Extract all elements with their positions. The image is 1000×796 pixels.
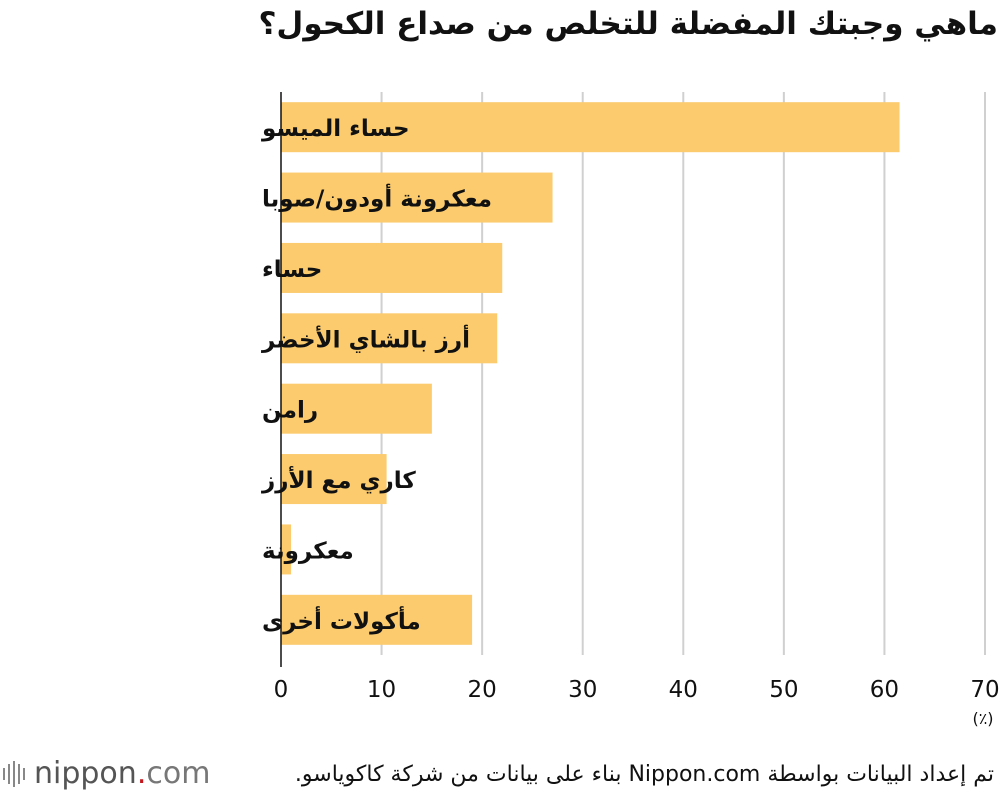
category-label-7: مأكولات أخرى	[262, 605, 421, 635]
logo-dot: .	[136, 756, 147, 791]
category-label-5: كاري مع الأرز	[261, 465, 416, 494]
bar-1	[281, 172, 553, 223]
category-label-2: حساء	[262, 257, 322, 283]
x-tick-label-40: 40	[669, 677, 698, 703]
x-tick-label-50: 50	[769, 677, 798, 703]
bar-7	[281, 594, 473, 645]
x-tick-label-60: 60	[870, 677, 899, 703]
unit-label: (٪)	[972, 709, 993, 728]
logo-name: nippon	[34, 756, 137, 791]
bar-2	[281, 242, 503, 293]
footer: nippon.com تم إعداد البيانات بواسطة Nipp…	[0, 752, 1000, 796]
x-tick-label-30: 30	[568, 677, 597, 703]
category-label-6: معكرونة	[262, 538, 354, 564]
nippon-logo[interactable]: nippon.com	[2, 756, 210, 791]
x-tick-label-10: 10	[367, 677, 396, 703]
chart-title: ماهي وجبتك المفضلة للتخلص من صداع الكحول…	[258, 6, 998, 42]
source-note: تم إعداد البيانات بواسطة Nippon.com بناء…	[294, 762, 994, 787]
x-tick-label-70: 70	[970, 677, 999, 703]
category-label-3: أرز بالشاي الأخضر	[261, 323, 470, 353]
category-label-0: حساء الميسو	[261, 116, 410, 142]
category-label-4: رامن	[262, 398, 318, 424]
bar-3	[281, 313, 498, 364]
bar-4	[281, 383, 432, 434]
logo-mark-icon	[3, 760, 25, 787]
logo-suffix: com	[146, 756, 211, 791]
category-label-1: معكرونة أودون/صوبا	[262, 183, 492, 213]
logo-wordmark: nippon.com	[34, 756, 210, 791]
bar-6	[281, 524, 292, 575]
x-tick-label-20: 20	[468, 677, 497, 703]
bar-0	[281, 102, 900, 153]
x-tick-label-0: 0	[274, 677, 289, 703]
bar-5	[281, 454, 387, 505]
